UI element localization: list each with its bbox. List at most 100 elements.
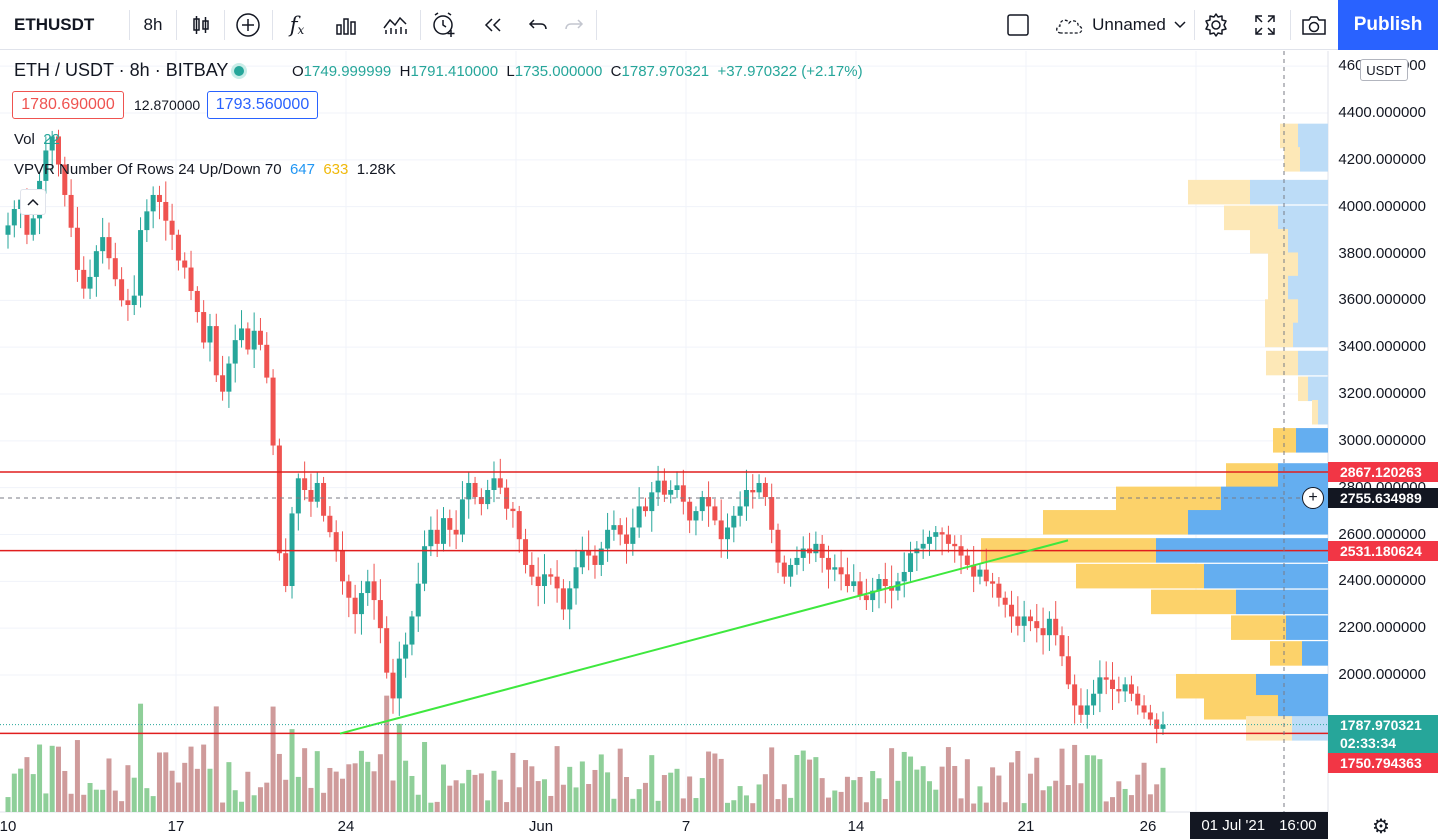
volume-bar — [718, 758, 724, 812]
volume-bar — [37, 744, 43, 812]
candle-body — [611, 525, 617, 530]
volume-bar — [958, 798, 964, 812]
volume-bar — [504, 802, 510, 812]
vp-up-bar — [1288, 275, 1328, 301]
symbol-title: ETH / USDT · 8h · BITBAY — [14, 60, 229, 80]
volume-bar — [876, 778, 882, 812]
volume-bar — [30, 774, 36, 812]
price-tick-label: 4200.000000 — [1338, 150, 1426, 168]
legend-title[interactable]: ETH / USDT · 8h · BITBAY — [14, 60, 245, 81]
candle-body — [750, 490, 756, 493]
undo-icon[interactable] — [518, 0, 558, 50]
candle-body — [352, 597, 358, 615]
vp-up-bar — [1308, 376, 1328, 402]
volume-bar — [844, 776, 850, 812]
candle-body — [1027, 616, 1033, 622]
alert-icon[interactable] — [424, 0, 466, 50]
interval-button[interactable]: 8h — [131, 0, 175, 50]
vpvr-legend[interactable]: VPVR Number Of Rows 24 Up/Down 70 647 63… — [14, 161, 396, 178]
divider — [129, 10, 130, 40]
volume-bar — [295, 776, 301, 812]
volume-bar — [428, 802, 434, 812]
candle-body — [964, 555, 970, 565]
add-alert-icon[interactable]: + — [1302, 487, 1324, 510]
candle-body — [882, 578, 888, 587]
price-tick-label: 3400.000000 — [1338, 338, 1426, 356]
candle-body — [1160, 724, 1166, 729]
volume-bar — [403, 760, 409, 812]
candle-body — [655, 480, 661, 493]
settings-icon[interactable] — [1196, 0, 1236, 50]
open-value: 1749.999999 — [303, 63, 392, 80]
volume-bar — [100, 789, 106, 812]
candle-body — [554, 576, 560, 589]
vp-down-bar — [1151, 589, 1236, 615]
divider — [224, 10, 225, 40]
volume-bar — [920, 766, 926, 812]
time-tick-label: Jun — [528, 818, 554, 835]
candle-body — [1122, 684, 1128, 692]
candle-body — [996, 583, 1002, 598]
candle-body — [106, 237, 112, 259]
price-axis-tag: 2531.180624 — [1328, 540, 1438, 561]
candle-body — [422, 546, 428, 584]
replay-icon[interactable] — [472, 0, 514, 50]
volume-legend[interactable]: Vol 22 — [14, 131, 60, 148]
volume-bar — [731, 800, 737, 812]
candle-body — [990, 581, 996, 584]
volume-bar — [239, 801, 245, 812]
candle-body — [1103, 677, 1109, 680]
price-axis-tag: 1787.970321 — [1328, 714, 1438, 735]
candle-body — [270, 377, 276, 446]
candle-body — [920, 543, 926, 549]
volume-bar — [889, 748, 895, 812]
candle-body — [289, 513, 295, 587]
vp-down-bar — [1265, 299, 1298, 324]
volume-bar — [93, 789, 99, 812]
vp-down-bar — [1273, 428, 1296, 453]
volume-bar — [756, 784, 762, 812]
vp-down-bar — [1265, 322, 1293, 348]
candle-body — [188, 267, 194, 291]
candle-body — [314, 482, 320, 502]
vp-down-bar — [1280, 123, 1298, 149]
volume-bar — [226, 762, 232, 812]
vp-up-bar — [1293, 322, 1328, 348]
candle-body — [825, 557, 831, 570]
collapse-legend-button[interactable] — [20, 189, 46, 215]
candle-body — [624, 534, 630, 544]
volume-bar — [131, 777, 137, 812]
layout-menu-button[interactable]: Unnamed — [1047, 0, 1193, 50]
add-compare-icon[interactable] — [228, 0, 268, 50]
snapshot-icon[interactable] — [1294, 0, 1334, 50]
currency-badge[interactable]: USDT — [1360, 59, 1408, 81]
volume-bar — [1116, 781, 1122, 812]
volume-bar — [737, 786, 743, 812]
fullscreen-icon[interactable] — [1245, 0, 1285, 50]
checkbox-icon[interactable] — [998, 0, 1038, 50]
vol-label: Vol — [14, 131, 35, 148]
buy-button[interactable]: 1793.560000 — [207, 91, 318, 119]
candle-body — [144, 211, 150, 231]
financials-icon[interactable] — [326, 0, 366, 50]
publish-button[interactable]: Publish — [1338, 0, 1438, 50]
volume-bar — [1015, 751, 1021, 812]
redo-icon[interactable] — [554, 0, 594, 50]
volume-bar — [990, 767, 996, 812]
candle-body — [844, 574, 850, 587]
candle-body — [889, 586, 895, 591]
volume-bar — [1160, 767, 1166, 812]
divider — [420, 10, 421, 40]
templates-icon[interactable] — [375, 0, 415, 50]
volume-bar — [245, 771, 251, 812]
candles-icon[interactable] — [181, 0, 221, 50]
vpvr-down-value: 633 — [323, 161, 349, 178]
sell-button[interactable]: 1780.690000 — [12, 91, 124, 119]
chart-settings-icon[interactable]: ⚙ — [1372, 816, 1390, 838]
symbol-search-button[interactable]: ETHUSDT — [0, 0, 128, 50]
volume-bar — [119, 801, 125, 812]
volume-bar — [743, 795, 749, 812]
candle-body — [693, 511, 699, 521]
